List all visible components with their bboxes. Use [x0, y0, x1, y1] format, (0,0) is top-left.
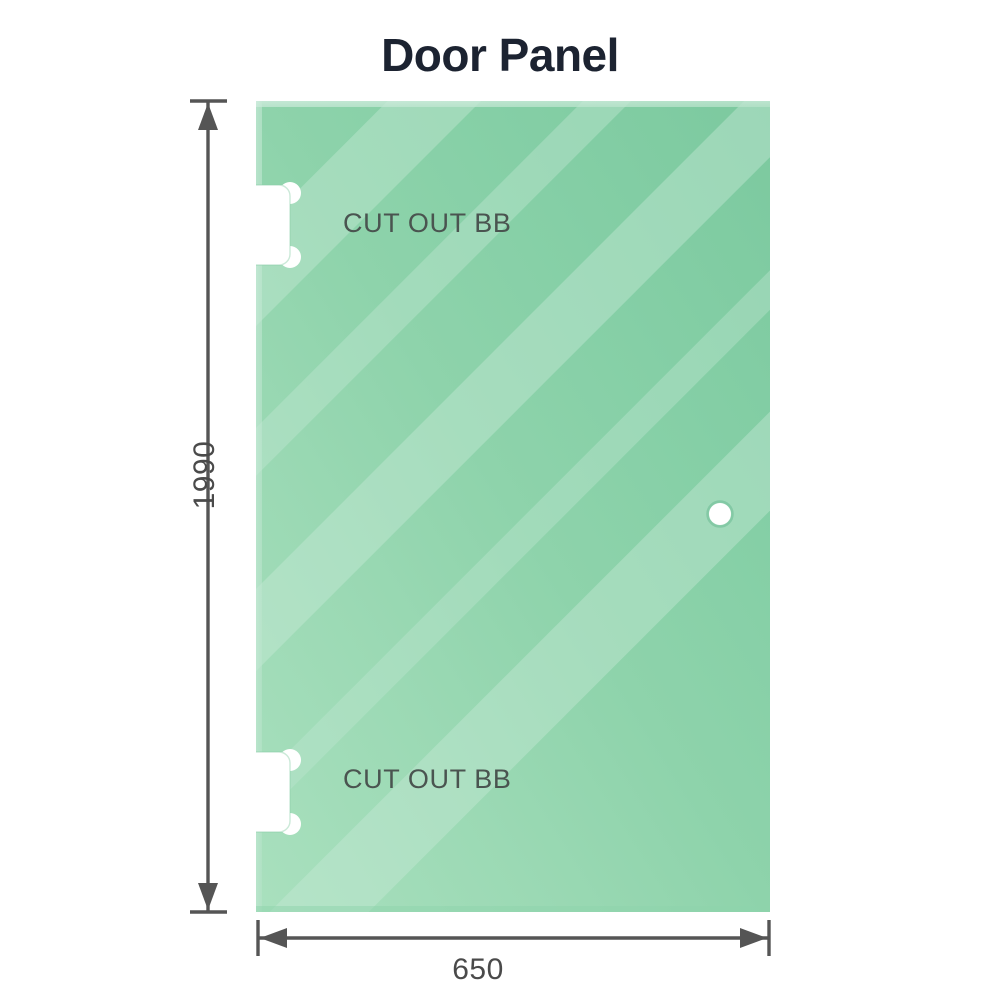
handle-hole-ring — [706, 500, 734, 528]
panel-graphic — [256, 101, 770, 912]
arrow-up-icon — [198, 103, 218, 130]
cutout-label-bottom: CUT OUT BB — [343, 764, 512, 794]
cutout-label-top: CUT OUT BB — [343, 208, 512, 238]
dimension-height-line — [190, 99, 227, 914]
arrow-right-icon — [740, 928, 767, 948]
dimension-width-label: 650 — [452, 953, 504, 986]
arrow-left-icon — [260, 928, 287, 948]
glass-door-panel — [256, 101, 770, 912]
arrow-down-icon — [198, 883, 218, 910]
page-title: Door Panel — [381, 29, 619, 81]
dimension-width-line — [256, 920, 771, 956]
dimension-height-label: 1990 — [188, 440, 221, 510]
